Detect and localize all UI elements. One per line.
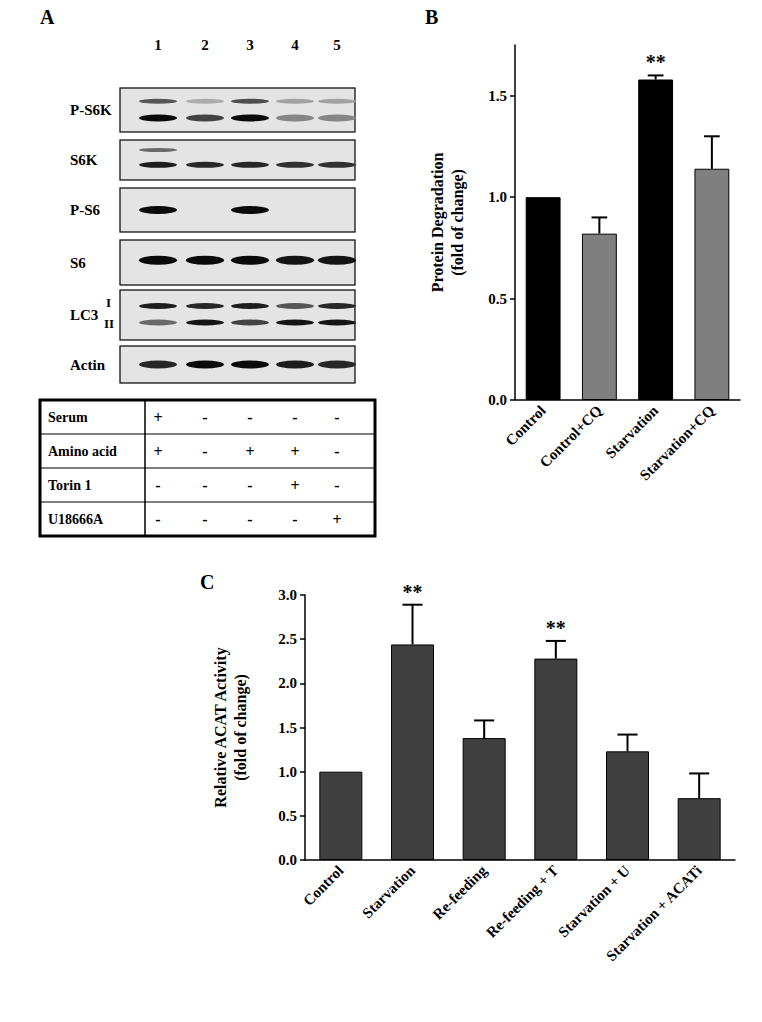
svg-text:1.5: 1.5 xyxy=(278,720,297,736)
svg-text:2.0: 2.0 xyxy=(278,675,297,691)
svg-text:1.0: 1.0 xyxy=(278,764,297,780)
svg-text:-: - xyxy=(202,511,207,528)
svg-text:U18666A: U18666A xyxy=(48,512,104,527)
svg-text:1.5: 1.5 xyxy=(488,88,507,104)
svg-text:2: 2 xyxy=(201,37,209,53)
svg-text:-: - xyxy=(247,409,252,426)
svg-text:S6: S6 xyxy=(70,255,86,271)
svg-text:S6K: S6K xyxy=(70,152,98,168)
svg-text:Amino acid: Amino acid xyxy=(48,444,117,459)
svg-text:-: - xyxy=(202,443,207,460)
svg-text:Control: Control xyxy=(300,862,346,908)
svg-text:(fold of change): (fold of change) xyxy=(232,674,250,781)
svg-text:0.0: 0.0 xyxy=(488,392,507,408)
svg-text:1.0: 1.0 xyxy=(488,189,507,205)
svg-text:Serum: Serum xyxy=(48,410,88,425)
svg-text:Starvation+CQ: Starvation+CQ xyxy=(637,402,718,483)
svg-text:A: A xyxy=(40,6,55,28)
svg-text:-: - xyxy=(334,443,339,460)
svg-text:Re-feeding: Re-feeding xyxy=(430,862,491,923)
svg-text:-: - xyxy=(334,477,339,494)
svg-text:-: - xyxy=(155,477,160,494)
svg-text:-: - xyxy=(334,409,339,426)
svg-text:3: 3 xyxy=(246,37,254,53)
svg-text:Starvation + U: Starvation + U xyxy=(555,862,633,940)
svg-text:Control: Control xyxy=(502,402,548,448)
svg-text:P-S6K: P-S6K xyxy=(70,102,112,118)
svg-text:**: ** xyxy=(403,581,423,603)
svg-text:-: - xyxy=(292,511,297,528)
svg-text:B: B xyxy=(425,6,438,28)
svg-text:+: + xyxy=(332,511,341,528)
svg-text:Control+CQ: Control+CQ xyxy=(537,402,605,470)
svg-text:-: - xyxy=(202,409,207,426)
svg-text:-: - xyxy=(155,511,160,528)
svg-text:LC3: LC3 xyxy=(70,307,98,323)
svg-text:Relative ACAT Activity: Relative ACAT Activity xyxy=(212,647,230,807)
svg-text:+: + xyxy=(245,443,254,460)
svg-text:0.0: 0.0 xyxy=(278,852,297,868)
svg-text:+: + xyxy=(290,443,299,460)
svg-text:0.5: 0.5 xyxy=(488,291,507,307)
svg-text:+: + xyxy=(290,477,299,494)
svg-text:Starvation: Starvation xyxy=(602,402,661,461)
svg-text:II: II xyxy=(104,316,114,331)
svg-text:5: 5 xyxy=(333,37,341,53)
svg-text:-: - xyxy=(247,477,252,494)
svg-text:Starvation + ACATi: Starvation + ACATi xyxy=(603,862,705,964)
svg-text:Protein Degradation: Protein Degradation xyxy=(429,153,447,293)
svg-text:2.5: 2.5 xyxy=(278,631,297,647)
svg-text:-: - xyxy=(202,477,207,494)
svg-text:0.5: 0.5 xyxy=(278,808,297,824)
svg-text:(fold of change): (fold of change) xyxy=(449,169,467,276)
svg-text:**: ** xyxy=(546,617,566,639)
svg-text:Torin 1: Torin 1 xyxy=(48,478,91,493)
svg-text:Actin: Actin xyxy=(70,357,106,373)
svg-text:1: 1 xyxy=(154,37,162,53)
svg-text:+: + xyxy=(153,409,162,426)
svg-text:**: ** xyxy=(646,51,666,73)
svg-text:P-S6: P-S6 xyxy=(70,202,101,218)
svg-text:Starvation: Starvation xyxy=(359,862,418,921)
svg-text:-: - xyxy=(247,511,252,528)
svg-text:I: I xyxy=(106,295,111,310)
svg-text:C: C xyxy=(200,571,214,593)
svg-text:-: - xyxy=(292,409,297,426)
svg-text:+: + xyxy=(153,443,162,460)
svg-text:Re-feeding + T: Re-feeding + T xyxy=(483,862,561,940)
svg-text:4: 4 xyxy=(291,37,299,53)
svg-text:3.0: 3.0 xyxy=(278,587,297,603)
